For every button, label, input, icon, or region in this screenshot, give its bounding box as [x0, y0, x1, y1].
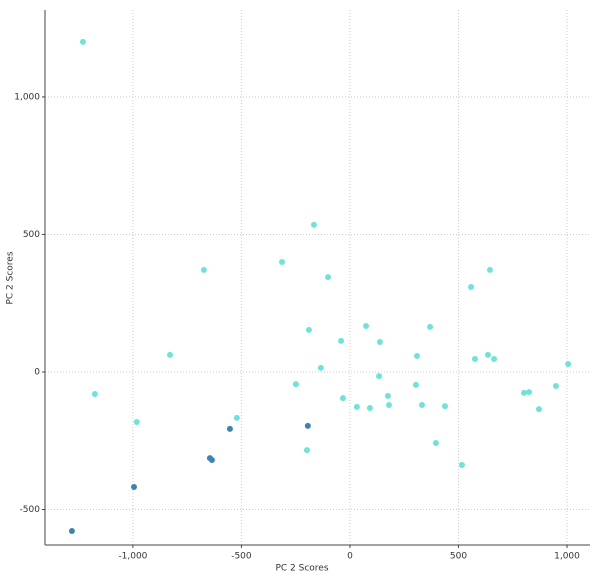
point	[491, 356, 498, 363]
x-tick-label: 1,000	[554, 552, 580, 562]
point	[565, 361, 572, 368]
y-tick-label: -500	[20, 505, 41, 515]
point	[458, 461, 465, 468]
point	[226, 425, 233, 432]
point	[304, 422, 311, 429]
point	[317, 364, 324, 371]
point	[340, 395, 347, 402]
point	[366, 405, 373, 412]
point	[200, 266, 207, 273]
point	[325, 274, 332, 281]
y-tick-label: 500	[23, 230, 40, 240]
point	[535, 406, 542, 413]
point	[376, 339, 383, 346]
point	[484, 351, 491, 358]
x-tick-label: -500	[231, 552, 252, 562]
point	[79, 38, 86, 45]
point	[468, 283, 475, 290]
point	[91, 390, 98, 397]
point	[442, 403, 449, 410]
point	[338, 337, 345, 344]
x-axis-label: PC 2 Scores	[275, 564, 328, 574]
point	[305, 326, 312, 333]
point	[521, 389, 528, 396]
point	[130, 483, 137, 490]
point	[167, 351, 174, 358]
y-tick-label: 1,000	[14, 92, 40, 102]
point	[486, 266, 493, 273]
point	[68, 527, 75, 534]
point	[208, 457, 215, 464]
y-axis-label: PC 2 Scores	[6, 251, 16, 304]
point	[412, 381, 419, 388]
x-tick-label: 500	[450, 552, 467, 562]
point	[363, 323, 370, 330]
point	[233, 414, 240, 421]
point	[427, 323, 434, 330]
point	[526, 389, 533, 396]
point	[386, 401, 393, 408]
x-tick-label: -1,000	[118, 552, 147, 562]
point	[419, 401, 426, 408]
x-tick-label: 0	[347, 552, 353, 562]
y-tick-label: 0	[34, 367, 40, 377]
point	[279, 258, 286, 265]
point	[384, 392, 391, 399]
point	[552, 383, 559, 390]
point	[133, 419, 140, 426]
point	[471, 356, 478, 363]
point	[376, 373, 383, 380]
point	[432, 439, 439, 446]
point	[292, 381, 299, 388]
point	[414, 353, 421, 360]
point	[353, 403, 360, 410]
point	[303, 447, 310, 454]
point	[310, 221, 317, 228]
